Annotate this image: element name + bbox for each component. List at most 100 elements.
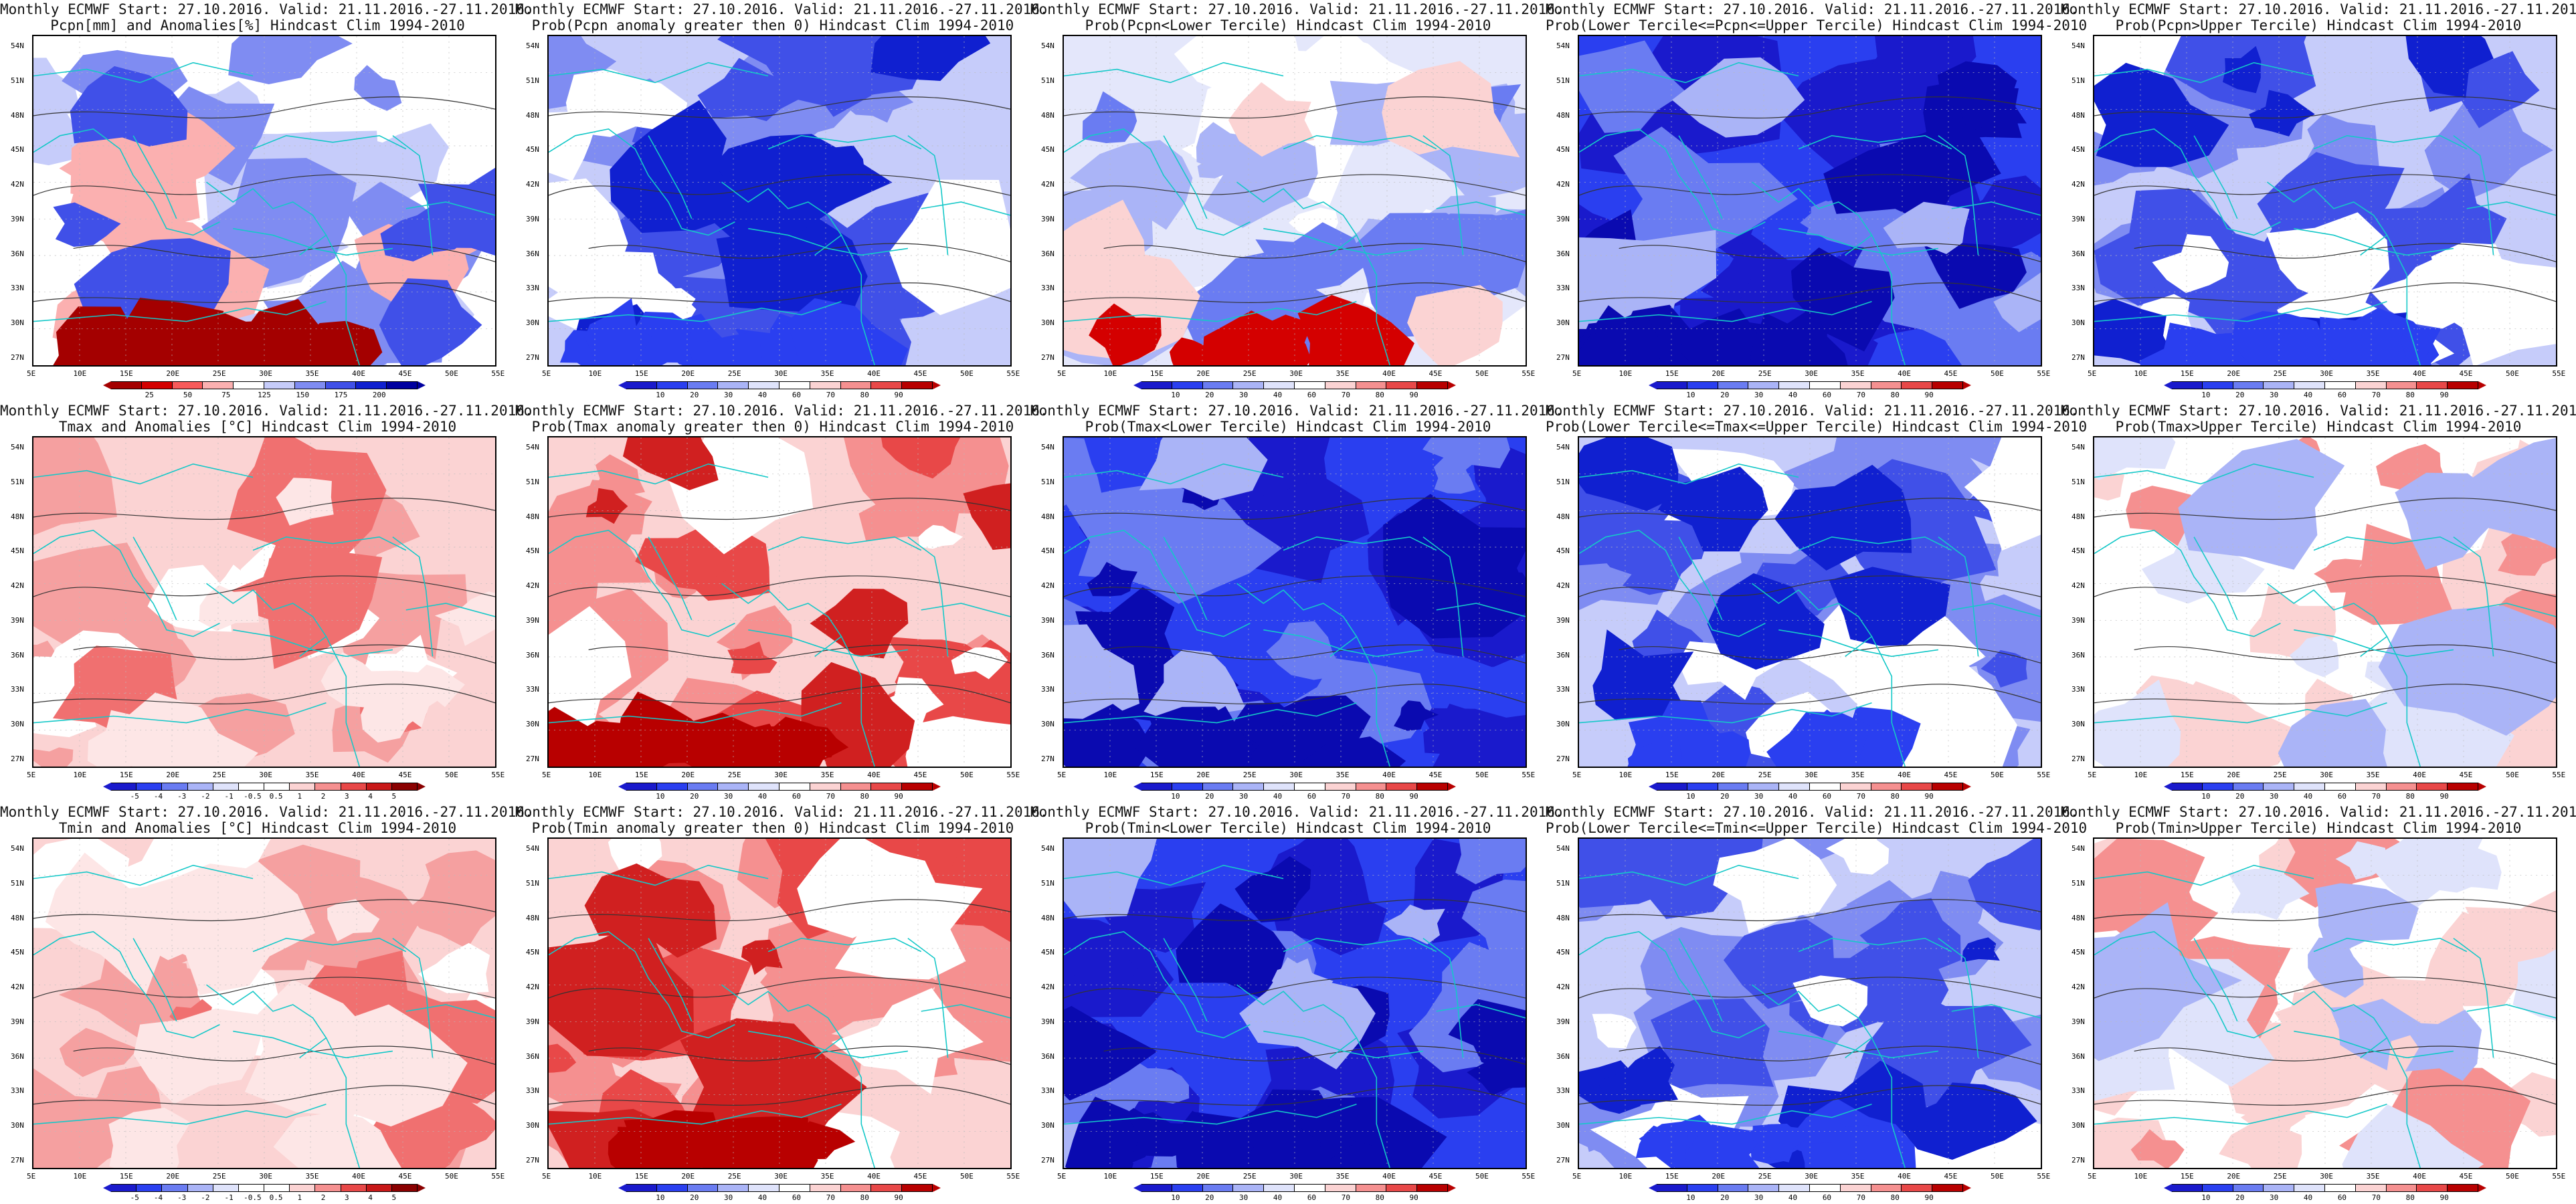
coastline bbox=[2094, 1104, 2387, 1125]
latitude-label: 27N bbox=[1556, 1156, 1570, 1165]
shaded-region bbox=[209, 539, 383, 670]
contour-line bbox=[1064, 282, 1526, 303]
colorbar-segment bbox=[1356, 783, 1387, 791]
map-frame bbox=[2093, 436, 2557, 768]
colorbar-tick-label: 90 bbox=[1409, 792, 1418, 801]
latitude-label: 33N bbox=[2072, 1086, 2085, 1096]
colorbar-tick-label: 60 bbox=[2337, 1193, 2347, 1202]
coastline bbox=[1579, 62, 1799, 84]
map-panel: Monthly ECMWF Start: 27.10.2016. Valid: … bbox=[2061, 401, 2576, 803]
longitude-label: 40E bbox=[2413, 771, 2426, 779]
shaded-region bbox=[1579, 437, 1679, 511]
colorbar bbox=[2164, 1184, 2486, 1192]
latitude-label: 54N bbox=[2072, 443, 2085, 452]
colorbar-segment bbox=[1748, 1184, 1780, 1192]
coastline bbox=[2193, 135, 2238, 219]
coastline bbox=[1678, 938, 1723, 1022]
shaded-region bbox=[1597, 1045, 1679, 1106]
contour-line bbox=[2134, 1045, 2556, 1065]
longitude-label: 20E bbox=[1712, 1172, 1726, 1181]
colorbar-segment bbox=[718, 381, 749, 389]
colorbar-segment bbox=[387, 381, 418, 389]
longitude-label: 30E bbox=[1805, 1172, 1819, 1181]
longitude-label: 20E bbox=[681, 1172, 695, 1181]
latitude-label: 39N bbox=[2072, 214, 2085, 223]
coastline bbox=[1064, 463, 1284, 485]
panel-title: Monthly ECMWF Start: 27.10.2016. Valid: … bbox=[2061, 1, 2576, 33]
coastline bbox=[33, 301, 327, 322]
shaded-region bbox=[1255, 222, 1366, 300]
shaded-region bbox=[870, 36, 991, 81]
colorbar-segment bbox=[1294, 381, 1325, 389]
shaded-region bbox=[379, 278, 482, 365]
contour-line bbox=[1579, 174, 2041, 196]
colorbar-segment bbox=[1687, 381, 1718, 389]
map-panel: Monthly ECMWF Start: 27.10.2016. Valid: … bbox=[1546, 803, 2087, 1204]
coastline bbox=[1283, 937, 1437, 952]
colorbar-tick-label: 60 bbox=[1307, 1193, 1317, 1202]
shaded-region bbox=[1467, 1052, 1526, 1096]
shaded-region bbox=[1228, 82, 1315, 157]
coastline bbox=[1064, 128, 1251, 236]
colorbar-tick-label: 40 bbox=[2303, 391, 2313, 399]
latitude-label: 45N bbox=[526, 546, 539, 556]
contour-line bbox=[2094, 282, 2556, 303]
longitude-label: 20E bbox=[1196, 771, 1210, 779]
shaded-region bbox=[1459, 727, 1523, 767]
coastline bbox=[206, 583, 327, 657]
shaded-region bbox=[1859, 898, 1961, 973]
longitude-label: 10E bbox=[588, 369, 602, 378]
latitude-label: 51N bbox=[526, 878, 539, 888]
coastline bbox=[1236, 181, 1358, 256]
colorbar-tick-label: 10 bbox=[2201, 1193, 2211, 1202]
colorbar-tick-label: 40 bbox=[1788, 1193, 1798, 1202]
shaded-region bbox=[1790, 247, 1895, 352]
latitude-label: 33N bbox=[1556, 284, 1570, 293]
latitude-label: 48N bbox=[2072, 913, 2085, 922]
latitude-label: 30N bbox=[1041, 720, 1054, 729]
colorbar-segment bbox=[315, 1184, 341, 1192]
longitude-label: 5E bbox=[1057, 771, 1067, 779]
colorbar-left-arrow bbox=[2164, 1184, 2172, 1192]
coastline bbox=[1163, 135, 1208, 219]
colorbar-segment bbox=[2386, 381, 2417, 389]
coastline bbox=[33, 864, 254, 886]
colorbar-segment bbox=[2448, 381, 2478, 389]
map-frame bbox=[2093, 35, 2557, 367]
longitude-label: 10E bbox=[2134, 1172, 2148, 1181]
coastline bbox=[1356, 1037, 1390, 1168]
shaded-region bbox=[716, 605, 793, 681]
colorbar-segment bbox=[1417, 381, 1448, 389]
colorbar-segment bbox=[391, 1184, 418, 1192]
colorbar-tick-label: 20 bbox=[1205, 1193, 1214, 1202]
longitude-label: 50E bbox=[444, 771, 458, 779]
contour-line bbox=[33, 575, 495, 597]
latitude-label: 51N bbox=[2072, 878, 2085, 888]
colorbar-tick-label: -3 bbox=[177, 792, 187, 801]
coastline bbox=[392, 536, 434, 657]
longitude-label: 15E bbox=[1149, 1172, 1164, 1181]
contour-line bbox=[1064, 1085, 1526, 1106]
longitude-label: 30E bbox=[774, 771, 788, 779]
latitude-label: 27N bbox=[2072, 353, 2085, 362]
shaded-region bbox=[1266, 621, 1345, 680]
coastline bbox=[1951, 201, 2041, 216]
longitude-label: 10E bbox=[73, 369, 87, 378]
colorbar-segment bbox=[2386, 1184, 2417, 1192]
colorbar-segment bbox=[1294, 1184, 1325, 1192]
coastline bbox=[1064, 301, 1357, 322]
shaded-region bbox=[2249, 90, 2315, 136]
colorbar-segment bbox=[1202, 783, 1234, 791]
longitude-label: 15E bbox=[119, 369, 133, 378]
longitude-label: 25E bbox=[2273, 1172, 2287, 1181]
longitude-label: 30E bbox=[1805, 771, 1819, 779]
latitude-label: 30N bbox=[1041, 1121, 1054, 1130]
contour-line bbox=[588, 243, 1010, 262]
contour-line bbox=[549, 1085, 1010, 1106]
latitude-label: 42N bbox=[1556, 983, 1570, 992]
longitude-label: 55E bbox=[1522, 1172, 1536, 1181]
contour-line bbox=[1619, 644, 2041, 664]
latitude-label: 27N bbox=[526, 353, 539, 362]
longitude-label: 15E bbox=[119, 1172, 133, 1181]
colorbar-segment bbox=[1172, 1184, 1203, 1192]
